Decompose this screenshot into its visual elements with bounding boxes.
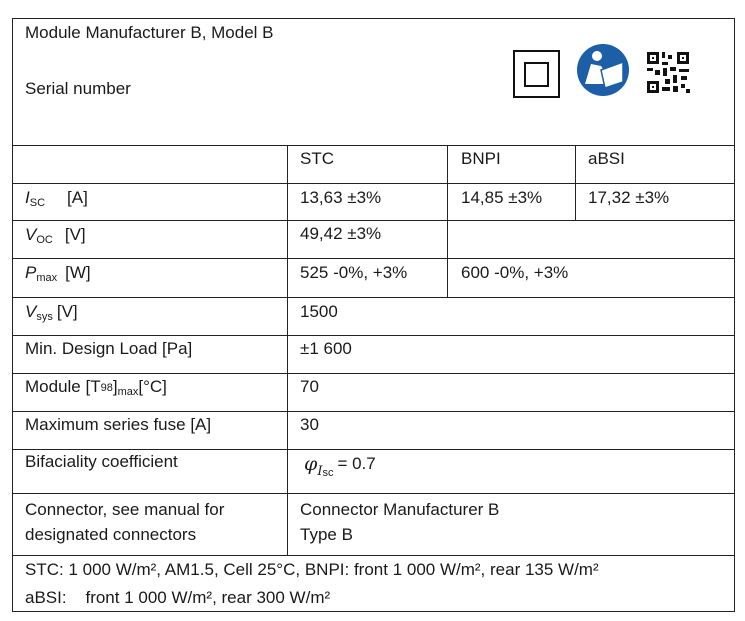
rule xyxy=(12,493,735,494)
subscript: OC xyxy=(36,234,53,246)
label-part: Module [T xyxy=(25,377,101,396)
serial: Serial number xyxy=(25,79,131,98)
unit: [V] xyxy=(64,225,86,244)
cell: ±1 600 xyxy=(300,339,352,358)
cell: Connector Manufacturer B Type B xyxy=(300,495,499,549)
subscript-symbol: I xyxy=(317,463,323,479)
subscript: 98 xyxy=(100,382,113,394)
class-ii-outer xyxy=(513,50,560,98)
rule xyxy=(12,145,735,146)
label-part: ] xyxy=(112,377,118,396)
row-label: Module [T 98] max [°C] xyxy=(25,373,167,401)
footer-line: aBSI: front 1 000 W/m², rear 300 W/m² xyxy=(25,588,331,607)
rule xyxy=(12,335,735,336)
col-header: STC xyxy=(300,149,334,168)
cell: 600 -0%, +3% xyxy=(461,263,569,282)
qr-code xyxy=(647,52,690,93)
rule xyxy=(12,373,735,374)
subscript: sys xyxy=(36,311,53,323)
rule xyxy=(12,258,735,259)
value: = 0.7 xyxy=(337,454,376,473)
unit: [W] xyxy=(65,263,91,282)
row-label: Min. Design Load [Pa] xyxy=(25,339,193,358)
line: designated connectors xyxy=(25,525,197,544)
class-ii-inner xyxy=(524,62,549,87)
cell: 525 -0%, +3% xyxy=(300,263,408,282)
cell: 17,32 ±3% xyxy=(588,188,670,207)
rule xyxy=(12,220,735,221)
row-label: Maximum series fuse [A] xyxy=(25,415,212,434)
subscript: max xyxy=(36,272,58,284)
cell: 1500 xyxy=(300,302,338,321)
line: Type B xyxy=(300,525,353,544)
row-label: I SC [A] xyxy=(25,183,88,213)
symbol: P xyxy=(25,263,37,282)
cell: 13,63 ±3% xyxy=(300,188,382,207)
col-header: BNPI xyxy=(461,149,501,168)
manual-book xyxy=(600,60,624,89)
row-label: Bifaciality coefficient xyxy=(25,452,178,471)
col-header: aBSI xyxy=(588,149,625,168)
row-label: V OC [V] xyxy=(25,220,86,250)
symbol: I xyxy=(25,188,30,207)
cell: 70 xyxy=(300,377,319,396)
manual-head xyxy=(592,51,602,61)
rule xyxy=(447,145,448,297)
icons xyxy=(513,44,690,98)
cell: 14,85 ±3% xyxy=(461,188,543,207)
symbol: V xyxy=(25,302,37,321)
line: Connector, see manual for xyxy=(25,500,225,519)
subscript: SC xyxy=(29,197,46,209)
unit: [A] xyxy=(67,188,88,207)
footer-line: STC: 1 000 W/m², AM1.5, Cell 25°C, BNPI:… xyxy=(25,560,599,579)
rule xyxy=(287,145,288,555)
cell: 49,42 ±3% xyxy=(300,224,382,243)
symbol: V xyxy=(25,225,37,244)
unit: [°C] xyxy=(138,377,167,396)
unit: [V] xyxy=(56,302,78,321)
line: Connector Manufacturer B xyxy=(300,500,500,519)
rule xyxy=(12,297,735,298)
rule xyxy=(12,555,735,556)
rule xyxy=(12,183,735,184)
subscript: max xyxy=(117,386,139,398)
rule xyxy=(575,145,576,220)
outer-border xyxy=(12,18,735,612)
symbol: φ xyxy=(304,453,318,475)
title: Module Manufacturer B, Model B xyxy=(25,23,274,42)
row-label: Connector, see manual for designated conn… xyxy=(25,495,224,549)
rule xyxy=(12,411,735,412)
subscript: sc xyxy=(322,467,334,479)
cell: 30 xyxy=(300,415,319,434)
rule xyxy=(12,449,735,450)
